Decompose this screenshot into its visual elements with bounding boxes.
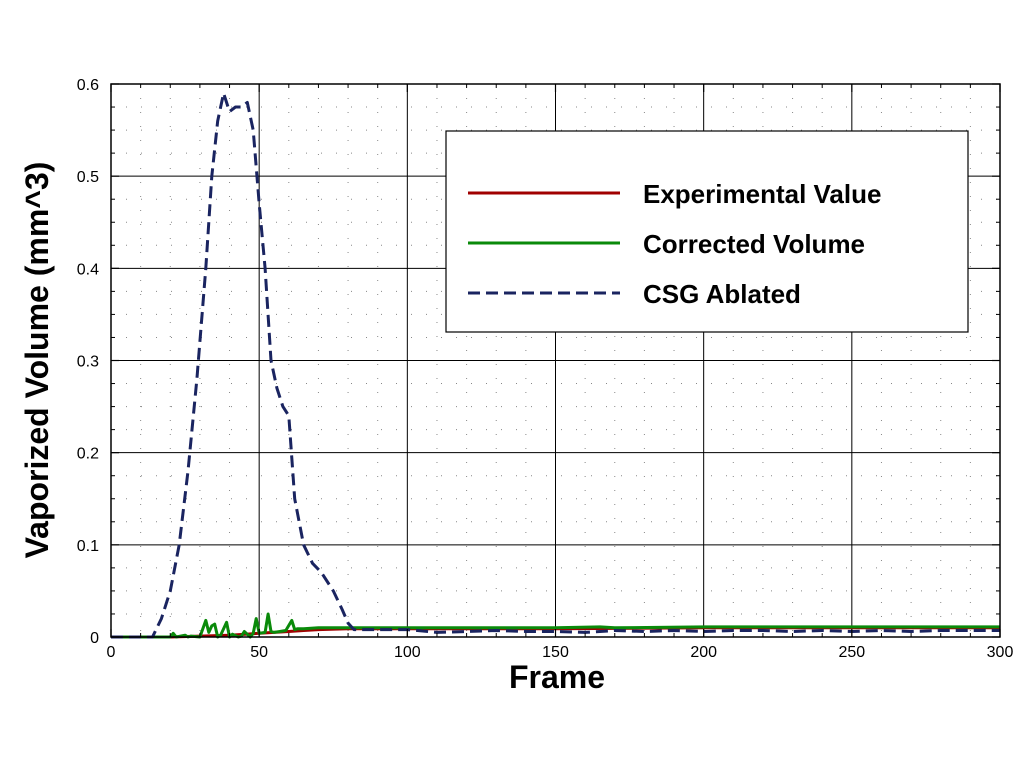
- legend-label-experimental-value: Experimental Value: [643, 179, 881, 209]
- y-tick-label: 0.2: [77, 446, 99, 463]
- x-tick-label: 0: [107, 644, 116, 661]
- y-tick-label: 0: [90, 630, 99, 647]
- y-tick-label: 0.4: [77, 261, 99, 278]
- x-tick-label: 300: [987, 644, 1014, 661]
- y-tick-label: 0.6: [77, 77, 99, 94]
- x-tick-label: 50: [250, 644, 268, 661]
- x-tick-label: 200: [690, 644, 717, 661]
- legend-box: [445, 130, 969, 333]
- x-tick-label: 100: [394, 644, 421, 661]
- legend-label-corrected-volume: Corrected Volume: [643, 229, 865, 259]
- y-axis-title: Vaporized Volume (mm^3): [19, 162, 55, 559]
- y-tick-label: 0.3: [77, 354, 99, 371]
- axis-ticks: [110, 83, 1001, 638]
- tick-labels: 0 50 100 150 200 250 300 0 0.1 0.2 0.3 0.4 0.5 0.6: [77, 77, 1014, 661]
- series-line-csg-ablated: [111, 91, 1000, 639]
- y-tick-label: 0.1: [77, 538, 99, 555]
- series-line-corrected-volume: [111, 612, 1000, 639]
- series-layer: [111, 91, 1000, 639]
- x-tick-label: 250: [838, 644, 865, 661]
- legend: Experimental Value Corrected Volume CSG Ab…: [445, 130, 969, 333]
- y-tick-label: 0.5: [77, 169, 99, 186]
- x-axis-title: Frame: [509, 659, 605, 695]
- legend-label-csg-ablated: CSG Ablated: [643, 279, 801, 309]
- x-tick-label: 150: [542, 644, 569, 661]
